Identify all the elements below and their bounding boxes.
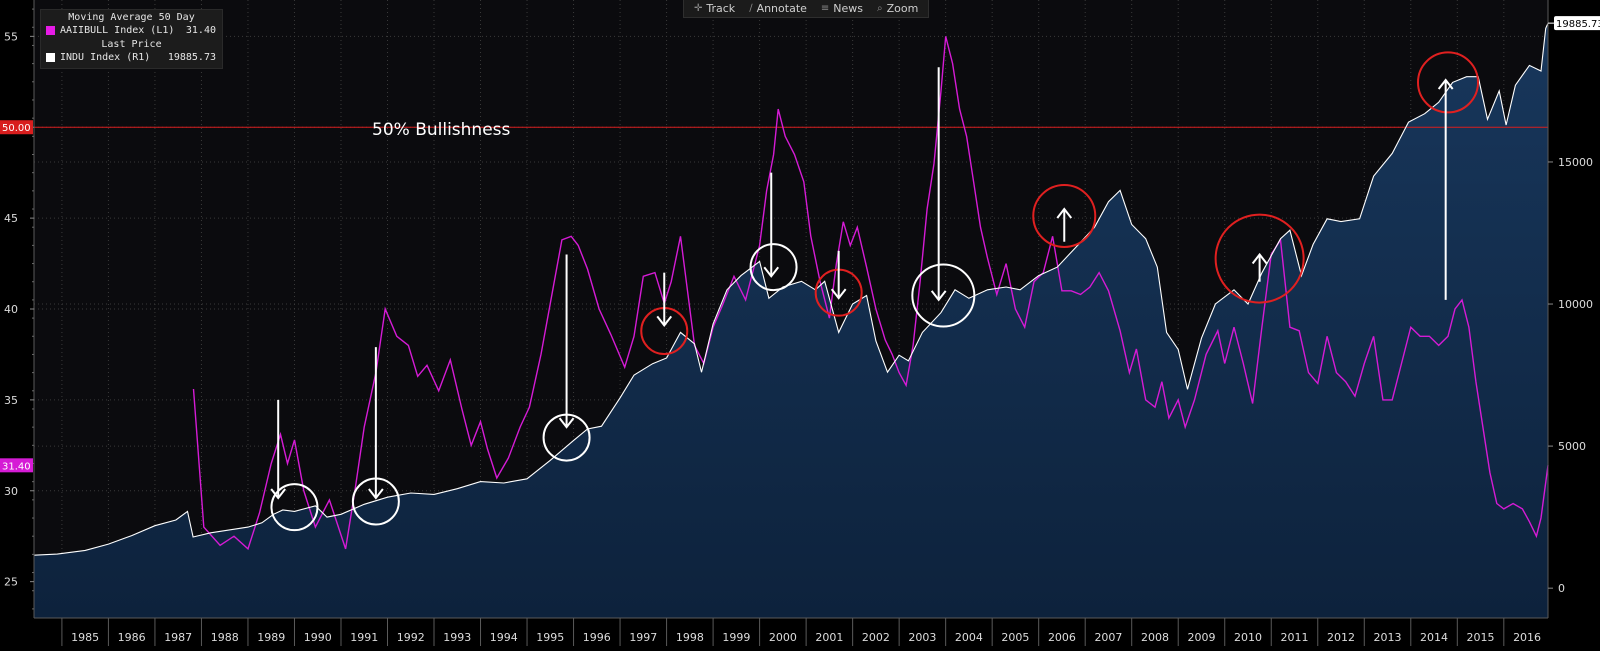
x-tick-label: 2006 xyxy=(1048,631,1076,644)
right-tick-label: 10000 xyxy=(1558,298,1593,311)
x-tick-label: 2011 xyxy=(1281,631,1309,644)
indu-series-line xyxy=(33,22,1549,556)
pencil-icon: ∕ xyxy=(749,3,753,14)
legend-value-aaii: 31.40 xyxy=(185,25,216,36)
indu-area xyxy=(34,23,1548,618)
right-tick-label: 0 xyxy=(1558,582,1565,595)
annotation-layer xyxy=(270,51,1479,532)
x-tick-label: 2008 xyxy=(1141,631,1169,644)
zoom-button[interactable]: ⌕ Zoom xyxy=(871,1,924,16)
x-tick-label: 2002 xyxy=(862,631,890,644)
arrow-head-up xyxy=(1251,252,1268,265)
news-label: News xyxy=(833,2,864,15)
annotate-label: Annotate xyxy=(756,2,807,15)
chart-legend: Moving Average 50 Day AAIIBULL Index (L1… xyxy=(40,9,223,69)
bullish-value-badge-box xyxy=(0,120,33,135)
x-tick-label: 1997 xyxy=(629,631,657,644)
highlight-circle-white xyxy=(270,483,319,532)
highlight-circle-red xyxy=(1032,183,1097,248)
x-tick-label: 1993 xyxy=(443,631,471,644)
x-tick-label: 2010 xyxy=(1234,631,1262,644)
bullish-value-badge-label: 50.00 xyxy=(2,123,31,134)
crosshair-icon: ✛ xyxy=(694,3,703,14)
aaii-current-badge-label: 31.40 xyxy=(2,461,31,472)
highlight-circle-white xyxy=(749,243,798,292)
legend-ma-title: Moving Average 50 Day xyxy=(68,12,195,23)
aaii-current-badge-box xyxy=(0,458,33,473)
legend-swatch-indu xyxy=(46,53,55,62)
x-tick-label: 1998 xyxy=(676,631,704,644)
left-tick-label: 40 xyxy=(4,303,18,316)
x-tick-label: 1995 xyxy=(536,631,564,644)
indu-last-price-label: 19885.73 xyxy=(1556,19,1600,30)
annotate-button[interactable]: ∕ Annotate xyxy=(743,1,813,16)
magnifier-icon: ⌕ xyxy=(877,3,883,14)
right-tick-label: 15000 xyxy=(1558,156,1593,169)
x-tick-label: 1991 xyxy=(350,631,378,644)
legend-entry-aaii: AAIIBULL Index (L1) 31.40 xyxy=(46,25,216,36)
x-tick-label: 2003 xyxy=(908,631,936,644)
x-tick-label: 1996 xyxy=(583,631,611,644)
x-tick-label: 1994 xyxy=(490,631,518,644)
x-tick-label: 2001 xyxy=(815,631,843,644)
x-tick-label: 2014 xyxy=(1420,631,1448,644)
legend-name-aaii: AAIIBULL Index (L1) xyxy=(60,25,175,36)
right-tick-label: 5000 xyxy=(1558,440,1586,453)
arrow-head-down xyxy=(270,488,286,500)
x-tick-label: 1992 xyxy=(397,631,425,644)
x-tick-label: 2013 xyxy=(1374,631,1402,644)
arrow-head-up xyxy=(1056,207,1073,219)
left-tick-label: 45 xyxy=(4,212,18,225)
news-button[interactable]: ≡ News xyxy=(815,1,869,16)
left-tick-label: 30 xyxy=(4,485,18,498)
track-button[interactable]: ✛ Track xyxy=(688,1,741,16)
x-tick-label: 2009 xyxy=(1187,631,1215,644)
aaii-bull-series-line xyxy=(192,36,1549,551)
track-label: Track xyxy=(706,2,736,15)
chart-toolbar: ✛ Track ∕ Annotate ≡ News ⌕ Zoom xyxy=(683,0,930,18)
legend-entry-indu: INDU Index (R1) 19885.73 xyxy=(46,52,216,63)
x-tick-label: 1999 xyxy=(722,631,750,644)
x-axis-band xyxy=(0,618,1600,646)
indu-last-price-box xyxy=(1554,16,1600,31)
arrow-head-down xyxy=(558,417,575,429)
arrow-head-down xyxy=(930,290,947,302)
x-tick-label: 1990 xyxy=(304,631,332,644)
highlight-circle-red xyxy=(1416,51,1479,114)
x-tick-label: 2005 xyxy=(1001,631,1029,644)
legend-swatch-aaii xyxy=(46,26,55,35)
highlight-circle-red xyxy=(1214,213,1305,304)
x-tick-label: 1987 xyxy=(164,631,192,644)
arrow-head-up xyxy=(1437,78,1454,90)
x-tick-label: 2007 xyxy=(1094,631,1122,644)
x-tick-label: 2016 xyxy=(1513,631,1541,644)
x-tick-label: 1988 xyxy=(211,631,239,644)
bullish-annotation-label: 50% Bullishness xyxy=(372,120,511,140)
legend-last-price-title: Last Price xyxy=(101,39,162,50)
x-tick-label: 2015 xyxy=(1467,631,1495,644)
x-tick-label: 2004 xyxy=(955,631,983,644)
legend-value-indu: 19885.73 xyxy=(167,52,216,63)
x-tick-label: 1985 xyxy=(71,631,99,644)
highlight-circle-white xyxy=(911,263,976,328)
left-tick-label: 55 xyxy=(4,30,18,43)
news-icon: ≡ xyxy=(820,3,830,14)
left-tick-label: 35 xyxy=(4,394,18,407)
zoom-label: Zoom xyxy=(886,2,919,15)
x-tick-label: 2000 xyxy=(769,631,797,644)
left-tick-label: 25 xyxy=(4,576,18,589)
arrow-head-down xyxy=(656,315,673,327)
legend-name-indu: INDU Index (R1) xyxy=(60,52,151,63)
arrow-head-down xyxy=(830,288,847,300)
x-tick-label: 1989 xyxy=(257,631,285,644)
x-tick-label: 2012 xyxy=(1327,631,1355,644)
arrow-head-down xyxy=(368,488,384,500)
x-tick-label: 1986 xyxy=(118,631,146,644)
arrow-head-down xyxy=(763,266,780,278)
